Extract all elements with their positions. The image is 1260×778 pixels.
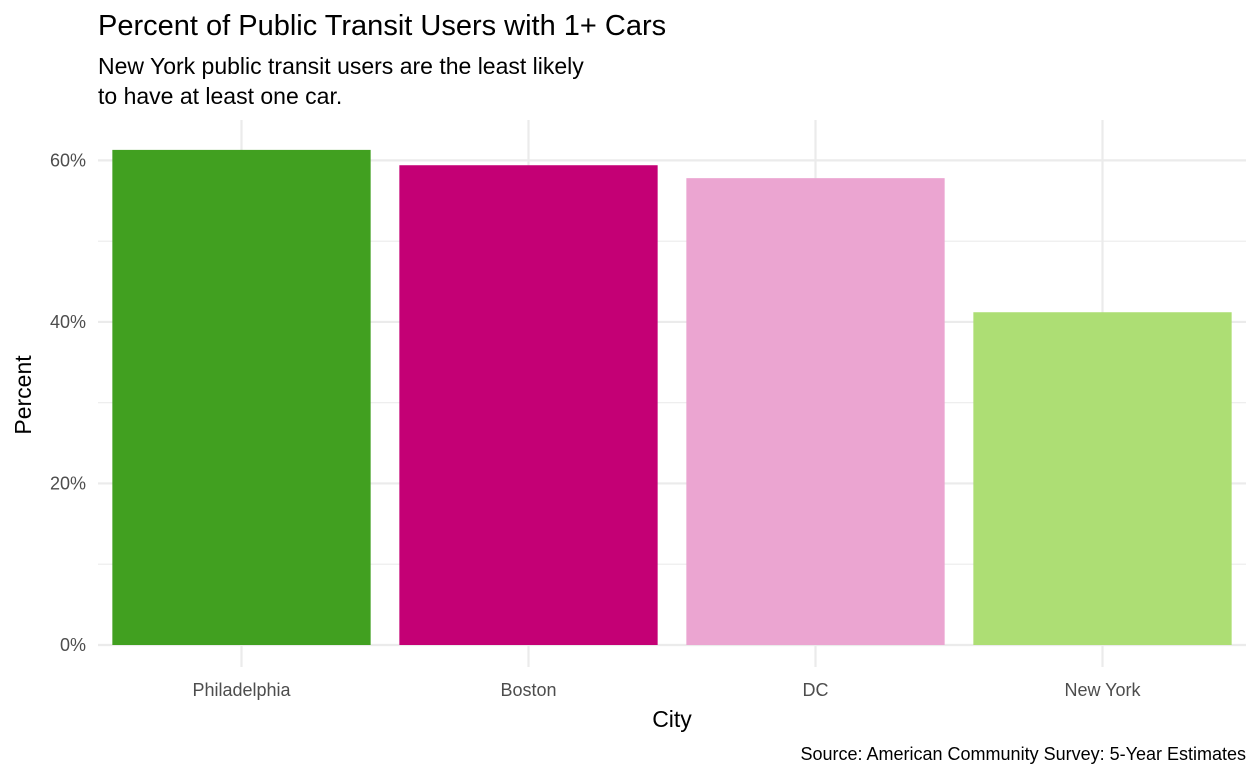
bars <box>112 149 1232 645</box>
y-tick-label: 40% <box>50 312 86 332</box>
x-tick-label: Boston <box>500 680 556 700</box>
y-tick-label: 0% <box>60 635 86 655</box>
bar-boston <box>399 165 658 645</box>
y-axis-title: Percent <box>10 355 36 435</box>
x-tick-label: Philadelphia <box>192 680 291 700</box>
y-tick-labels: 0% 20% 40% 60% <box>50 150 86 655</box>
y-tick-label: 20% <box>50 473 86 493</box>
bar-new-york <box>973 312 1232 645</box>
chart-subtitle-line-1: New York public transit users are the le… <box>98 53 584 79</box>
bar-philadelphia <box>112 149 371 645</box>
chart-caption: Source: American Community Survey: 5-Yea… <box>800 744 1246 764</box>
chart-title: Percent of Public Transit Users with 1+ … <box>98 10 666 42</box>
bar-dc <box>686 178 945 645</box>
x-tick-label: DC <box>803 680 829 700</box>
chart-subtitle-line-2: to have at least one car. <box>98 83 342 109</box>
x-axis-title: City <box>652 706 692 732</box>
x-tick-labels: Philadelphia Boston DC New York <box>192 680 1141 700</box>
y-tick-label: 60% <box>50 150 86 170</box>
x-tick-label: New York <box>1064 680 1141 700</box>
